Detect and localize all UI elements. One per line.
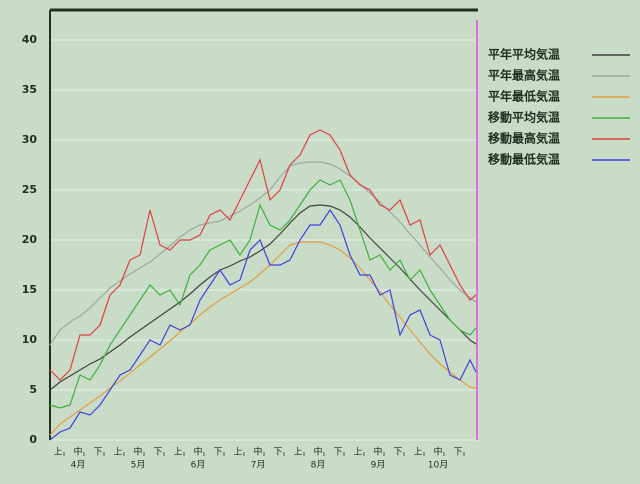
y-tick-label: 0 [29,433,37,446]
month-label: 4月 [71,460,86,471]
legend-label: 平年最低気温 [488,89,560,104]
x-tick-label: 下 [393,448,402,458]
y-tick-label: 25 [22,183,37,196]
x-tick-label: 下 [273,448,282,458]
month-label: 6月 [191,460,206,471]
y-tick-label: 20 [22,233,38,246]
y-tick-label: 15 [22,283,37,296]
legend-label: 移動最低気温 [488,152,560,167]
y-tick-label: 40 [22,33,38,46]
y-tick-label: 5 [29,383,37,396]
x-tick-label: 上 [173,447,182,458]
series-line [49,208,477,441]
x-tick-label: 中 [313,446,322,458]
x-tick-label: 上 [293,447,302,458]
legend-label: 平年最高気温 [488,68,560,83]
y-tick-label: 30 [22,133,38,146]
x-tick-label: 中 [73,446,82,458]
x-tick-label: 中 [433,446,442,458]
x-tick-label: 上 [413,447,422,458]
y-tick-label: 10 [22,333,38,346]
x-tick-label: 中 [373,446,382,458]
x-tick-label: 上 [113,447,122,458]
x-tick-label: 中 [253,446,262,458]
x-tick-label: 下 [333,448,342,458]
x-tick-label: 上 [353,447,362,458]
series-line [49,241,477,436]
legend-label: 移動最高気温 [488,131,560,146]
x-tick-label: 中 [133,446,142,458]
x-tick-label: 下 [453,448,462,458]
x-tick-label: 中 [193,446,202,458]
month-label: 8月 [311,460,326,471]
x-tick-label: 上 [53,447,62,458]
legend-label: 移動平均気温 [488,110,560,125]
x-tick-label: 下 [213,448,222,458]
series-line [49,129,477,381]
x-tick-label: 下 [93,448,102,458]
y-tick-label: 35 [22,83,37,96]
legend-label: 平年平均気温 [488,47,560,62]
series-line [49,204,477,391]
month-label: 10月 [428,460,448,471]
x-tick-label: 下 [153,448,162,458]
series-line [49,179,477,409]
month-label: 5月 [131,460,146,471]
series-line [49,161,477,346]
month-label: 7月 [251,460,266,471]
month-label: 9月 [371,460,386,471]
x-tick-label: 上 [233,447,242,458]
